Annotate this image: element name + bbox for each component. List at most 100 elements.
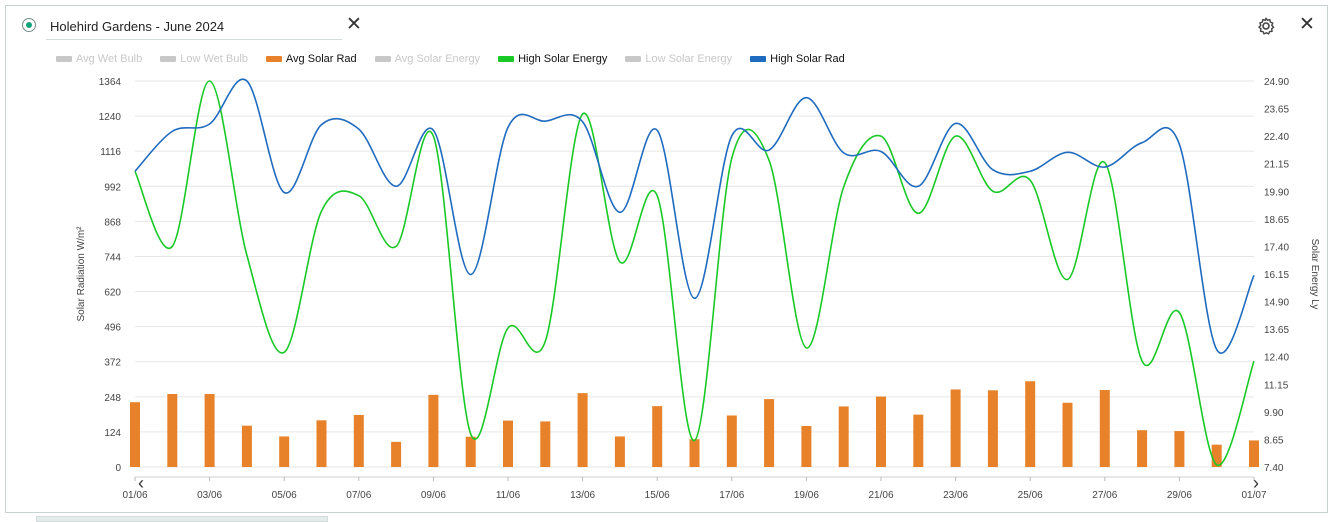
avg-solar-rad-bar: [727, 415, 737, 467]
avg-solar-rad-bar: [1137, 430, 1147, 467]
avg-solar-rad-bar: [428, 395, 438, 467]
y-left-tick-label: 744: [104, 252, 121, 263]
y-right-tick-label: 11.15: [1264, 380, 1289, 391]
legend-item-avg-wet-bulb[interactable]: Avg Wet Bulb: [56, 53, 142, 65]
y-left-tick-label: 992: [104, 182, 121, 193]
x-tick-label: 17/06: [719, 490, 744, 501]
chart-panel: ✕ ✕ Avg Wet Bulb Low Wet Bulb Avg Solar Ra…: [5, 5, 1328, 513]
avg-solar-rad-bar: [801, 426, 811, 467]
y-right-tick-label: 17.40: [1264, 242, 1289, 253]
clear-title-close-icon[interactable]: ✕: [346, 13, 362, 36]
avg-solar-rad-bar: [391, 442, 401, 467]
legend-swatch: [160, 56, 176, 62]
y-left-tick-label: 124: [104, 428, 121, 439]
avg-solar-rad-bar: [1063, 403, 1073, 467]
legend-swatch: [498, 56, 514, 62]
prev-page-chevron-icon[interactable]: ‹: [138, 473, 144, 493]
x-tick-label: 15/06: [645, 490, 670, 501]
y-left-tick-label: 1240: [99, 112, 122, 123]
avg-solar-rad-bar: [503, 421, 513, 467]
avg-solar-rad-bar: [652, 406, 662, 467]
legend-item-avg-solar-energy[interactable]: Avg Solar Energy: [375, 53, 480, 65]
y-left-tick-label: 1364: [99, 77, 122, 88]
horizontal-scrollbar[interactable]: [36, 516, 328, 522]
y-right-tick-label: 22.40: [1264, 132, 1289, 143]
legend-label: Avg Solar Energy: [395, 53, 480, 65]
avg-solar-rad-bar: [317, 420, 327, 467]
legend-item-avg-solar-rad[interactable]: Avg Solar Rad: [266, 53, 357, 65]
legend-item-low-wet-bulb[interactable]: Low Wet Bulb: [160, 53, 248, 65]
avg-solar-rad-bar: [1025, 381, 1035, 467]
x-tick-label: 03/06: [197, 490, 222, 501]
legend-label: Avg Wet Bulb: [76, 53, 142, 65]
x-tick-label: 05/06: [272, 490, 297, 501]
x-tick-label: 01/06: [122, 490, 147, 501]
y-left-tick-label: 620: [104, 288, 121, 299]
chart-plot: 0 124 248 372 496 620 744 868 992 1116 1240 1364 7.4…: [6, 6, 1329, 514]
legend-label: Avg Solar Rad: [286, 53, 357, 65]
y-left-tick-label: 0: [115, 463, 121, 474]
avg-solar-rad-bar: [354, 415, 364, 467]
x-tick-label: 21/06: [868, 490, 893, 501]
y-right-tick-label: 21.15: [1264, 160, 1289, 171]
high-solar-energy-line: [135, 81, 1254, 465]
legend-swatch: [375, 56, 391, 62]
avg-solar-rad-bar: [988, 390, 998, 467]
legend-item-low-solar-energy[interactable]: Low Solar Energy: [625, 53, 732, 65]
y-right-tick-label: 9.90: [1264, 408, 1284, 419]
y-right-tick-label: 16.15: [1264, 270, 1289, 281]
legend-label: Low Wet Bulb: [180, 53, 248, 65]
avg-solar-rad-bar: [913, 415, 923, 467]
x-tick-label: 07/06: [346, 490, 371, 501]
avg-solar-rad-bar: [242, 426, 252, 467]
avg-solar-rad-bar: [205, 394, 215, 467]
y-right-tick-label: 12.40: [1264, 353, 1289, 364]
y-right-tick-label: 24.90: [1264, 77, 1289, 88]
avg-solar-rad-bar: [951, 389, 961, 467]
y-left-axis-title: Solar Radiation W/m²: [76, 226, 87, 322]
x-tick-label: 27/06: [1092, 490, 1117, 501]
y-left-tick-label: 496: [104, 323, 121, 334]
avg-solar-rad-bar: [1249, 440, 1259, 467]
avg-solar-rad-bar: [876, 397, 886, 467]
avg-solar-rad-bar: [130, 402, 140, 467]
next-page-chevron-icon[interactable]: ›: [1253, 473, 1259, 493]
y-left-tick-label: 1116: [100, 147, 121, 158]
legend-swatch: [625, 56, 641, 62]
x-tick-label: 11/06: [496, 490, 521, 501]
legend-item-high-solar-rad[interactable]: High Solar Rad: [750, 53, 845, 65]
legend-item-high-solar-energy[interactable]: High Solar Energy: [498, 53, 607, 65]
y-left-tick-label: 868: [104, 217, 121, 228]
avg-solar-rad-bar: [578, 393, 588, 467]
legend-swatch: [56, 56, 72, 62]
y-right-tick-label: 14.90: [1264, 298, 1289, 309]
y-right-tick-label: 13.65: [1264, 325, 1289, 336]
gear-icon[interactable]: [1256, 16, 1276, 36]
legend-swatch: [750, 56, 766, 62]
chart-title-input[interactable]: [46, 14, 342, 40]
y-right-tick-label: 18.65: [1264, 215, 1289, 226]
avg-solar-rad-bar: [167, 394, 177, 467]
x-tick-label: 19/06: [794, 490, 819, 501]
close-panel-icon[interactable]: ✕: [1299, 13, 1315, 36]
selected-radio[interactable]: [22, 18, 36, 32]
avg-solar-rad-bar: [615, 436, 625, 467]
x-tick-label: 25/06: [1018, 490, 1043, 501]
avg-solar-rad-bar: [1100, 390, 1110, 467]
avg-solar-rad-bar: [839, 406, 849, 467]
avg-solar-rad-bar: [1174, 431, 1184, 467]
high-solar-rad-line: [135, 79, 1254, 353]
avg-solar-rad-bar: [540, 421, 550, 467]
y-left-tick-label: 248: [104, 393, 121, 404]
avg-solar-rad-bar: [1212, 445, 1222, 467]
y-right-axis-title: Solar Energy Ly: [1309, 239, 1320, 310]
y-right-tick-label: 7.40: [1264, 463, 1284, 474]
x-tick-label: 29/06: [1167, 490, 1192, 501]
x-tick-label: 01/07: [1241, 490, 1266, 501]
y-left-tick-label: 372: [104, 358, 121, 369]
x-tick-label: 23/06: [943, 490, 968, 501]
legend-label: High Solar Energy: [518, 53, 607, 65]
y-right-tick-label: 8.65: [1264, 435, 1284, 446]
legend-label: Low Solar Energy: [645, 53, 732, 65]
avg-solar-rad-bar: [690, 439, 700, 467]
